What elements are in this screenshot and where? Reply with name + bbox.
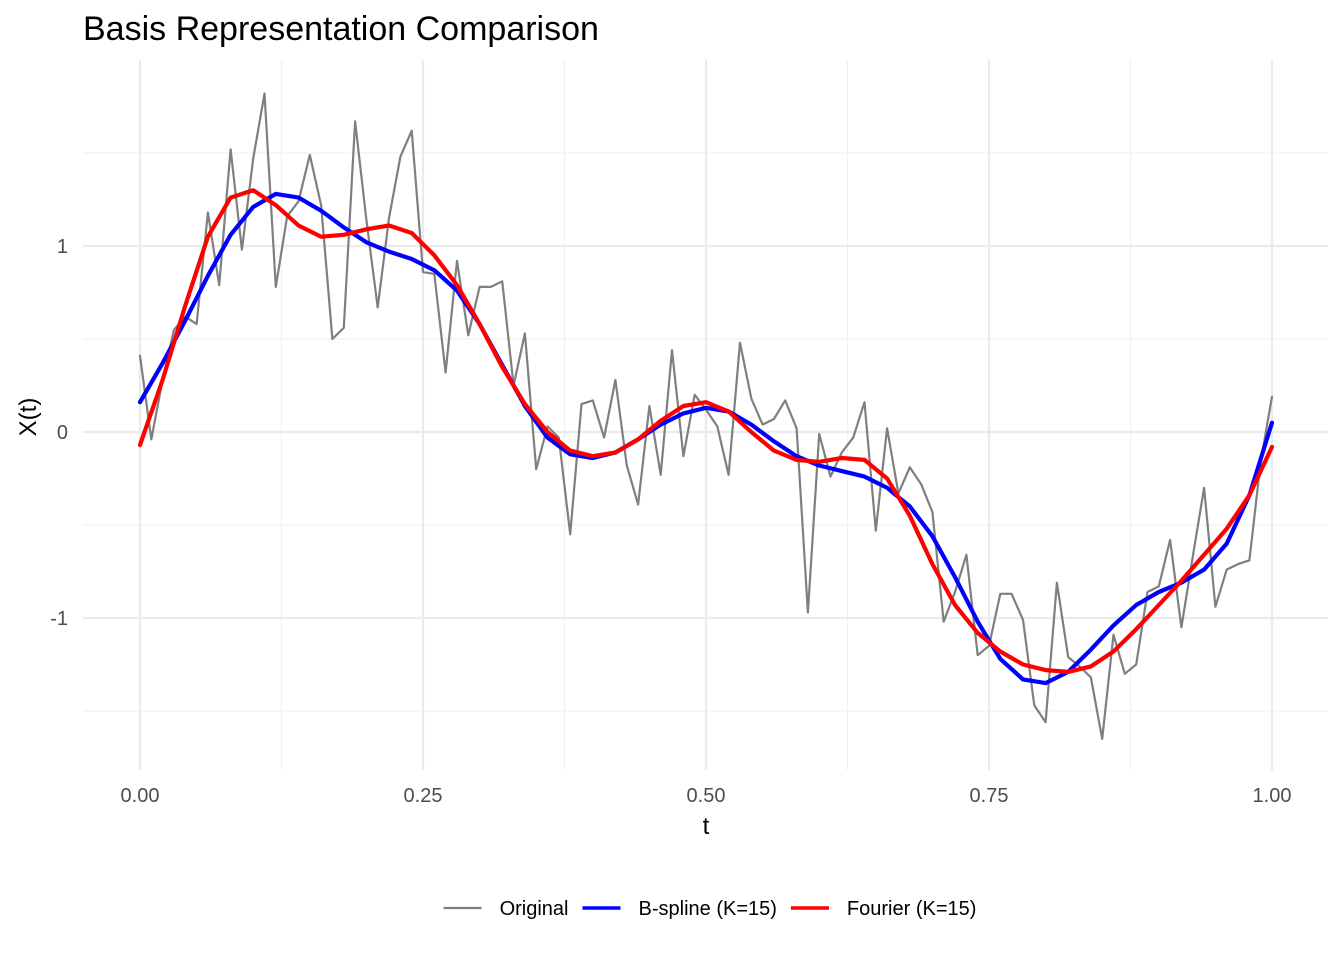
y-tick-label: -1 (50, 608, 68, 630)
y-axis-title: X(t) (15, 398, 42, 437)
series-line-2 (137, 188, 1275, 675)
y-tick-label: 0 (57, 422, 68, 444)
x-axis-title: t (703, 813, 710, 840)
y-tick-label: 1 (57, 236, 68, 258)
legend-label-2: Fourier (K=15) (847, 898, 977, 920)
series-line-1 (137, 191, 1275, 686)
chart-title: Basis Representation Comparison (83, 10, 599, 48)
x-tick-label: 0.50 (687, 785, 726, 807)
axes: 0.00 0.25 0.50 0.75 1.00 -1 0 1 (50, 236, 1291, 807)
x-tick-label: 0.75 (970, 785, 1009, 807)
plot-area (137, 92, 1275, 741)
x-tick-label: 0.25 (404, 785, 443, 807)
x-tick-label: 1.00 (1253, 785, 1292, 807)
legend-label-0: Original (500, 898, 569, 920)
legend: Original B-spline (K=15) Fourier (K=15) (443, 898, 977, 920)
x-tick-label: 0.00 (121, 785, 160, 807)
legend-label-1: B-spline (K=15) (639, 898, 777, 920)
